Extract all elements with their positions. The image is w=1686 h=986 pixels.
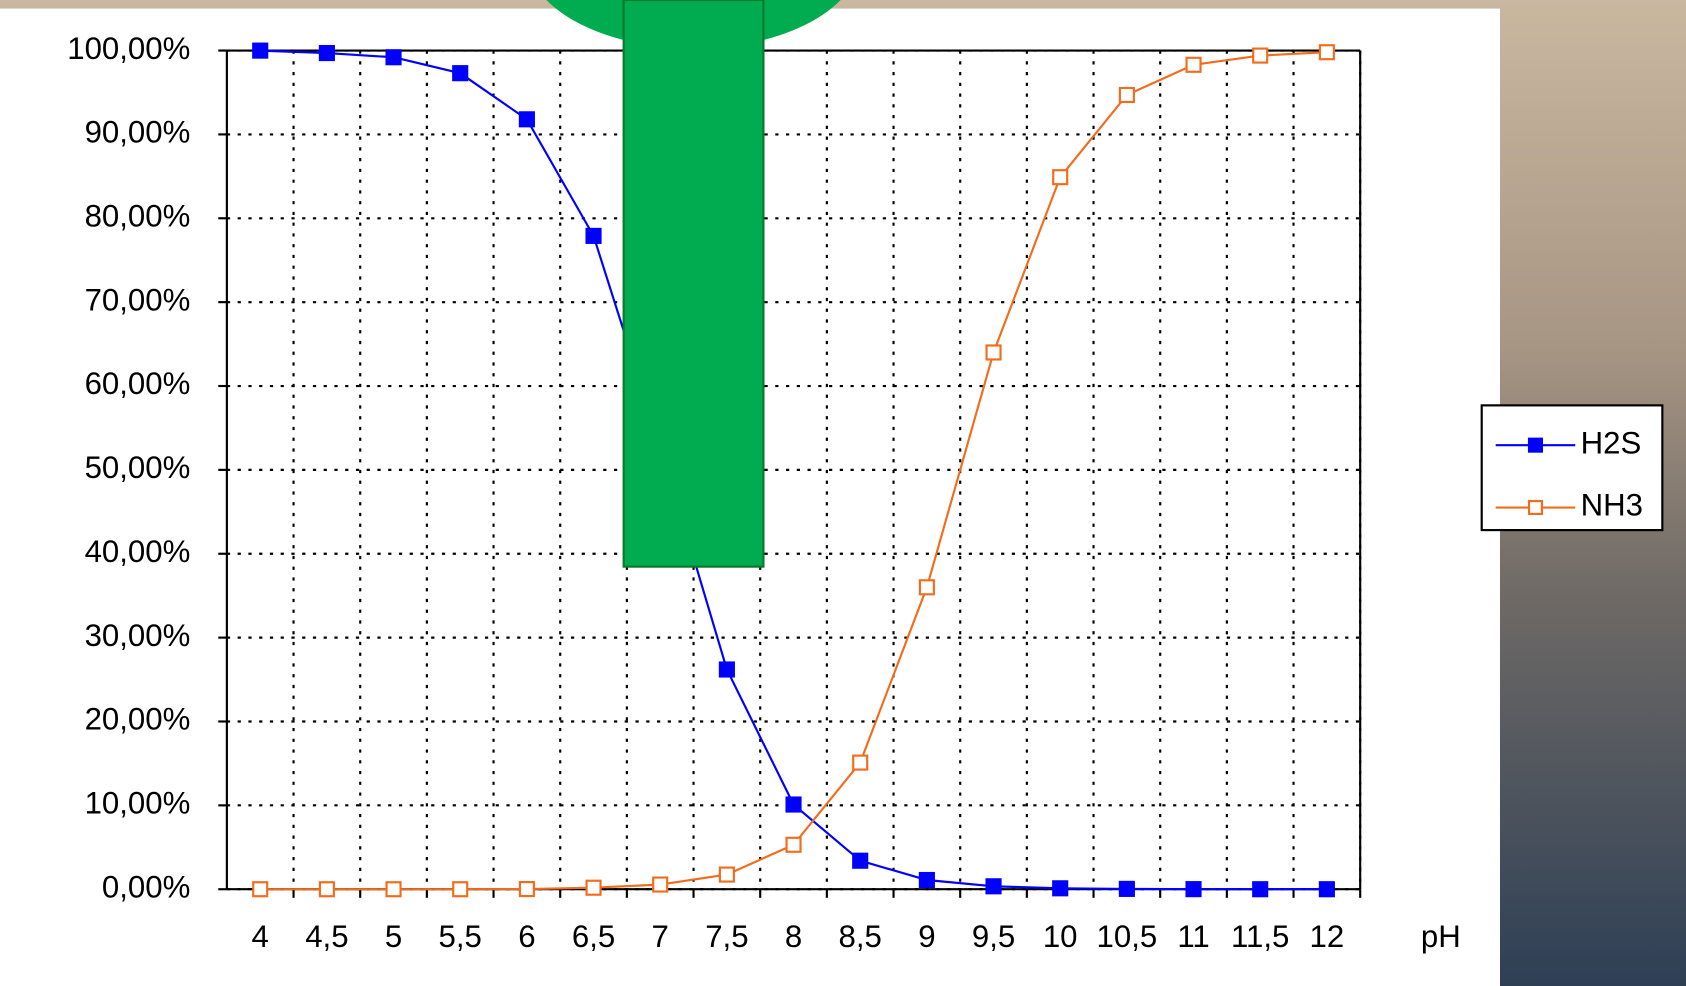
y-tick-label: 50,00% [85,450,191,485]
marker [1527,499,1543,516]
marker [918,871,935,889]
x-tick-label: 4 [252,919,269,954]
marker [585,879,602,896]
x-axis-title: pH [1421,919,1461,954]
marker [252,42,269,59]
x-tick-label: 5,5 [439,919,482,954]
marker [852,852,869,869]
legend: H2S NH3 [1495,425,1643,523]
legend-box [1480,404,1664,532]
y-tick-label: 60,00% [85,366,191,401]
marker [318,881,335,898]
x-tick-label: 6,5 [572,919,615,954]
x-tick-label: 10 [1043,919,1078,954]
x-tick-label: 7,5 [705,919,748,954]
y-tick-label: 0,00% [102,869,190,904]
x-tick-label: 5 [385,919,402,954]
marker [518,111,535,128]
marker [452,881,469,898]
y-tick-label: 10,00% [85,786,191,821]
marker [1527,437,1543,453]
marker [918,579,935,596]
x-tick-label: 4,5 [305,919,348,954]
marker [1318,44,1335,61]
x-tick-label: 6 [518,919,535,954]
marker [785,796,802,813]
marker [718,661,735,678]
marker [1118,880,1135,897]
marker [1185,881,1202,898]
marker [985,344,1002,361]
y-tick-label: 70,00% [85,282,191,317]
marker [385,881,402,898]
y-tick-label: 100,00% [67,31,190,66]
marker [852,754,869,771]
x-tick-label: 8,5 [839,919,882,954]
marker [718,866,735,883]
marker [1185,56,1202,73]
marker [385,49,402,66]
marker [985,878,1002,895]
y-tick-label: 30,00% [85,618,191,653]
marker [1252,881,1269,898]
x-tick-label: 9,5 [972,919,1015,954]
legend-label: NH3 [1581,488,1643,523]
x-tick-label: 7 [652,919,669,954]
y-tick-label: 20,00% [85,702,191,737]
marker [1318,881,1335,898]
x-tick-label: 10,5 [1097,919,1158,954]
marker [1052,169,1069,186]
marker [252,881,269,898]
marker [652,876,669,893]
marker [518,880,535,898]
x-tick-label: 9 [918,919,935,954]
y-tick-label: 80,00% [85,199,191,234]
marker [1052,880,1069,897]
marker [452,65,469,82]
x-tick-label: 12 [1310,919,1345,954]
y-tick-label: 90,00% [85,115,191,150]
y-tick-label: 40,00% [85,534,191,569]
x-tick-label: 11,5 [1231,919,1289,954]
legend-label: H2S [1581,425,1642,460]
marker [1118,86,1135,104]
x-tick-label: 11 [1177,919,1209,954]
marker [785,836,802,853]
marker [1252,47,1269,64]
marker [318,44,335,62]
overlay-bar [622,0,765,568]
marker [585,227,602,244]
x-tick-label: 8 [785,919,802,954]
